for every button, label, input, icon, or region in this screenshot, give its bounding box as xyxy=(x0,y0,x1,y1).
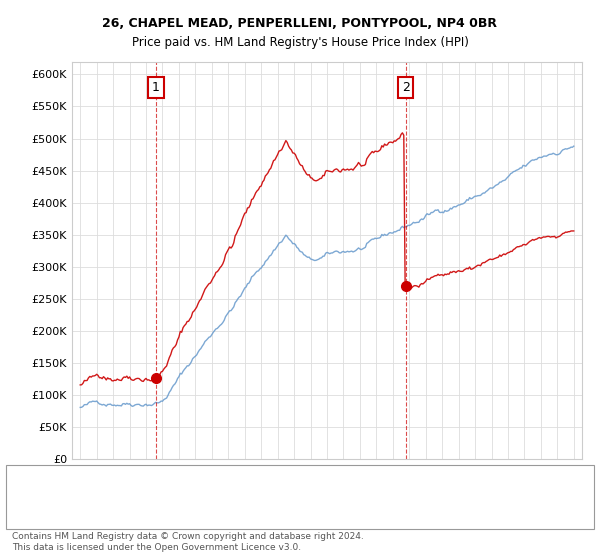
Text: 26, CHAPEL MEAD, PENPERLLENI, PONTYPOOL, NP4 0BR (detached house): 26, CHAPEL MEAD, PENPERLLENI, PONTYPOOL,… xyxy=(60,480,446,491)
Text: 10-OCT-2014: 10-OCT-2014 xyxy=(60,512,133,522)
Text: £270,000: £270,000 xyxy=(228,512,281,522)
Text: HPI: Average price, detached house, Monmouthshire: HPI: Average price, detached house, Monm… xyxy=(60,499,334,509)
Text: Price paid vs. HM Land Registry's House Price Index (HPI): Price paid vs. HM Land Registry's House … xyxy=(131,36,469,49)
Text: 2: 2 xyxy=(20,512,28,522)
Text: 11% ↑ HPI: 11% ↑ HPI xyxy=(360,491,419,501)
Text: 26, CHAPEL MEAD, PENPERLLENI, PONTYPOOL, NP4 0BR: 26, CHAPEL MEAD, PENPERLLENI, PONTYPOOL,… xyxy=(103,17,497,30)
Text: 05-AUG-1999: 05-AUG-1999 xyxy=(60,491,134,501)
Text: 1: 1 xyxy=(152,81,160,94)
Text: 2: 2 xyxy=(402,81,410,94)
Text: 11% ↓ HPI: 11% ↓ HPI xyxy=(360,512,419,522)
Text: £126,000: £126,000 xyxy=(228,491,281,501)
Text: 1: 1 xyxy=(20,491,28,501)
Text: Contains HM Land Registry data © Crown copyright and database right 2024.
This d: Contains HM Land Registry data © Crown c… xyxy=(12,532,364,552)
